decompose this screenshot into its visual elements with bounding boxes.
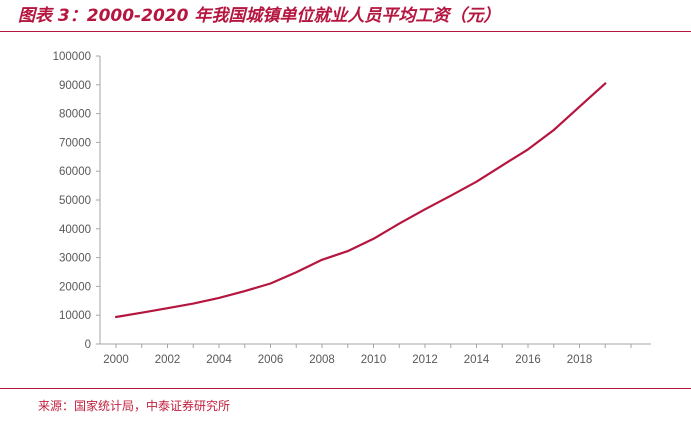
source-note: 来源：国家统计局，中泰证券研究所 [38,399,231,413]
x-tick-label: 2002 [155,354,181,366]
y-tick-label: 40000 [59,224,91,236]
x-tick-label: 2008 [309,354,335,366]
y-tick-label: 90000 [59,80,91,92]
x-axis-ticks: 2000 2002 2004 2006 2008 2010 2012 2014 2016 2018 [103,344,632,366]
x-tick-label: 2006 [258,354,284,366]
title-rule [0,31,691,32]
y-tick-label: 60000 [59,166,91,178]
y-axis-ticks: 0 10000 20000 30000 40000 50000 60000 70000 8000… [53,51,100,351]
x-tick-label: 2014 [464,354,490,366]
source-rule [0,388,691,389]
x-tick-label: 2016 [515,354,541,366]
x-tick-label: 2000 [103,354,129,366]
chart-axes [99,56,651,345]
x-tick-label: 2012 [412,354,438,366]
series-line [114,82,607,319]
y-tick-label: 0 [85,339,91,351]
chart-title: 图表 3：2000-2020 年我国城镇单位就业人员平均工资（元） [18,6,501,26]
x-tick-label: 2010 [361,354,387,366]
y-tick-label: 30000 [59,253,91,265]
x-tick-label: 2018 [567,354,593,366]
y-tick-label: 10000 [59,310,91,322]
chart-series [114,82,607,319]
y-tick-label: 80000 [59,109,91,121]
y-tick-label: 100000 [53,51,91,63]
y-tick-label: 70000 [59,137,91,149]
x-tick-label: 2004 [206,354,232,366]
y-tick-label: 50000 [59,195,91,207]
y-tick-label: 20000 [59,281,91,293]
